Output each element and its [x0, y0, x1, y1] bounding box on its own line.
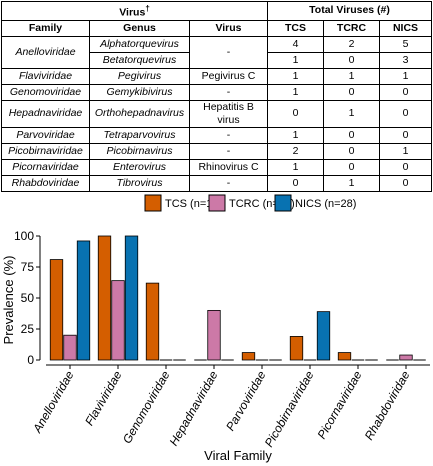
- table-row: Genomoviridae Gemykibivirus - 1 0 0: [1, 83, 433, 101]
- col-header-family: Family: [1, 19, 90, 37]
- bar: [337, 352, 352, 361]
- y-tick-label: 25: [21, 322, 35, 336]
- legend-swatch: [274, 194, 292, 212]
- x-tick-label: Anelloviridae: [30, 368, 77, 436]
- family-cell: Picornaviridae: [1, 158, 90, 176]
- x-tick-label: Genomoviridae: [120, 368, 173, 446]
- table-row: Betatorquevirus 1 0 3: [2, 51, 433, 69]
- bar: [207, 309, 221, 361]
- bar: [124, 235, 139, 361]
- bar: [97, 235, 112, 361]
- bar: [289, 336, 304, 361]
- y-tick-label: 100: [14, 229, 34, 243]
- bar: [399, 354, 413, 361]
- virus-cell: -: [189, 174, 268, 192]
- family-cell: Rhabdoviridae: [1, 174, 90, 192]
- x-axis-title: Viral Family: [204, 448, 272, 463]
- table-row: Rhabdoviridae Tibrovirus - 0 1 0: [1, 174, 433, 192]
- family-cell: Picobirnaviridae: [1, 142, 90, 160]
- legend-swatch: [144, 194, 162, 212]
- family-cell: Flaviviridae: [1, 67, 90, 85]
- chart-legend: TCS (n=16) TCRC (n=25) NICS (n=28): [144, 194, 356, 212]
- tcrc-cell: 1: [323, 174, 380, 192]
- table-row: Hepadnaviridae Orthohepadnavirus Hepatit…: [1, 99, 433, 128]
- x-tick-label: Rhabdoviridae: [362, 368, 413, 442]
- bar: [63, 334, 77, 361]
- legend-swatch: [208, 194, 226, 212]
- x-tick-label: Flaviviridae: [82, 368, 125, 428]
- x-tick-label: Parvoviridae: [223, 368, 269, 433]
- bar: [111, 280, 125, 361]
- y-tick-label: 50: [21, 291, 35, 305]
- bar: [49, 259, 64, 361]
- family-cell: Anelloviridae: [1, 35, 90, 69]
- total-viruses-header: Total Viruses (#): [266, 1, 433, 21]
- y-axis: 0 25 50 75 100: [14, 229, 41, 367]
- family-cell: Genomoviridae: [1, 83, 90, 101]
- legend-label: TCS (n=16): [165, 198, 222, 210]
- genus-cell: Enterovirus: [89, 158, 190, 176]
- table-row: Parvoviridae Tetraparvovirus - 1 0 0: [1, 126, 433, 144]
- legend-label: NICS (n=28): [295, 198, 356, 210]
- virus-table: Virus† Total Viruses (#) Family Genus Vi…: [1, 1, 433, 192]
- x-tick-label: Picornaviridae: [314, 368, 364, 441]
- col-header-nics: NICS: [378, 19, 433, 37]
- x-tick-label: Hepadnaviridae: [166, 368, 220, 448]
- genus-cell: Alphatorquevirus: [89, 35, 190, 53]
- genus-cell: Orthohepadnavirus: [89, 99, 190, 128]
- bar: [241, 352, 256, 361]
- x-tick-label: Picobirnaviridae: [262, 368, 317, 449]
- y-tick-label: 0: [27, 353, 34, 367]
- y-tick-label: 75: [21, 260, 35, 274]
- bar: [316, 311, 331, 361]
- y-axis-title: Prevalence (%): [1, 256, 16, 345]
- bar: [76, 240, 91, 361]
- col-header-genus: Genus: [89, 19, 190, 37]
- virus-cell: Hepatitis B virus: [189, 99, 268, 128]
- table-row: Flaviviridae Pegivirus Pegivirus C 1 1 1: [1, 67, 433, 85]
- family-cell: Parvoviridae: [1, 126, 90, 144]
- x-axis: Anelloviridae FlaviviridaeGenomoviridaeHe…: [30, 364, 430, 449]
- bar-group: [49, 235, 426, 361]
- table-row: Anelloviridae Alphatorquevirus - 4 2 5: [1, 35, 433, 69]
- family-cell: Hepadnaviridae: [1, 99, 90, 128]
- col-header-virus: Virus: [189, 19, 268, 37]
- nics-cell: 0: [378, 174, 433, 192]
- bar: [145, 282, 160, 361]
